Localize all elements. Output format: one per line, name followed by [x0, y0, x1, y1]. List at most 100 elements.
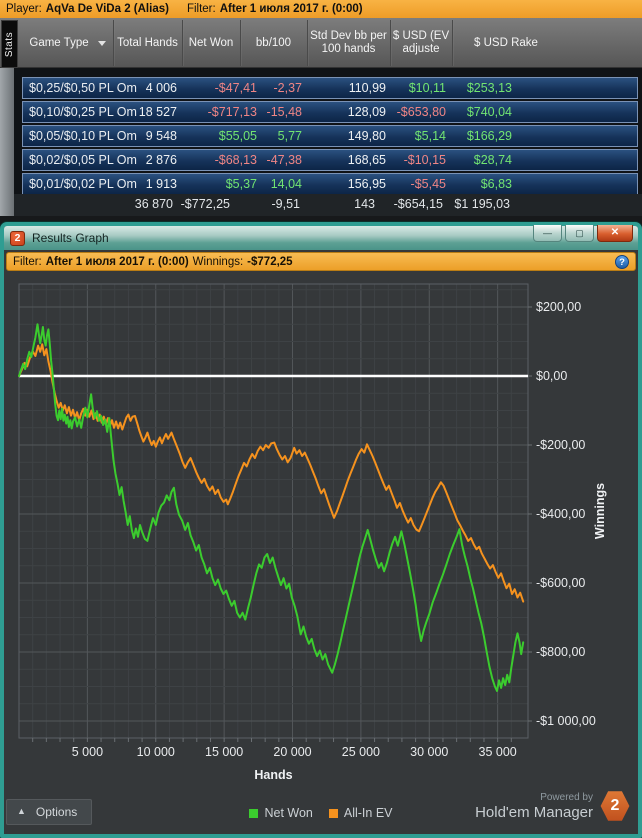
- stat-cell: 4 006: [145, 81, 177, 95]
- game-type-cell: $0,10/$0,25 PL Om: [29, 105, 137, 119]
- graph-filter-label: Filter:: [13, 255, 42, 268]
- stat-cell: -15,48: [266, 105, 302, 119]
- column-header-usd-ev[interactable]: $ USD (EV adjuste: [392, 30, 450, 55]
- y-axis-title: Winnings: [593, 483, 607, 539]
- y-tick-label: $200,00: [536, 300, 581, 314]
- table-row[interactable]: $0,10/$0,25 PL Om 18 527 -$717,13 -15,48 128…: [22, 101, 638, 123]
- tab-stats[interactable]: Stats: [1, 20, 18, 68]
- help-icon[interactable]: ?: [615, 255, 629, 269]
- y-tick-label: -$800,00: [536, 645, 585, 659]
- y-tick-label: -$200,00: [536, 438, 585, 452]
- stat-cell: -2,37: [273, 81, 303, 95]
- stat-cell: 128,09: [347, 105, 386, 119]
- close-button[interactable]: ✕: [597, 225, 633, 242]
- window-titlebar[interactable]: 2 Results Graph — ▢ ✕: [4, 225, 638, 250]
- x-tick-label: 10 000: [137, 745, 175, 759]
- column-header-game-type[interactable]: Game Type: [22, 18, 113, 68]
- table-row[interactable]: $0,02/$0,05 PL Om 2 876 -$68,13 -47,38 168,6…: [22, 149, 638, 171]
- stat-cell: -47,38: [266, 153, 302, 167]
- results-chart: 5 000 10 000 15 000 20 000 25 000 30 000 35 00…: [18, 283, 607, 782]
- player-name: AqVa De ViDa 2 (Alias): [45, 3, 169, 15]
- chart-grid: [19, 284, 528, 738]
- stat-cell: 5,77: [277, 129, 302, 143]
- stat-cell: $5,14: [414, 129, 446, 143]
- table-row[interactable]: $0,01/$0,02 PL Om 1 913 $5,37 14,04 156,95 -$…: [22, 173, 638, 195]
- table-row[interactable]: $0,05/$0,10 PL Om 9 548 $55,05 5,77 149,80 $5…: [22, 125, 638, 147]
- stat-cell: $740,04: [466, 105, 512, 119]
- total-cell: -$772,25: [180, 197, 230, 211]
- chart-legend: Net Won All-In EV: [4, 806, 638, 820]
- column-header-bb100[interactable]: bb/100: [255, 36, 292, 49]
- legend-item: Net Won: [249, 806, 313, 820]
- window-title: Results Graph: [32, 231, 109, 245]
- powered-by-text: Powered by: [540, 791, 593, 803]
- column-header-net-won[interactable]: Net Won: [188, 36, 234, 49]
- stat-cell: $166,29: [466, 129, 512, 143]
- y-tick-label: -$400,00: [536, 507, 585, 521]
- filter-label: Filter:: [186, 3, 216, 15]
- y-tick-label: $0,00: [536, 369, 567, 383]
- y-tick-label: -$600,00: [536, 576, 585, 590]
- options-button[interactable]: ▲ Options: [6, 799, 92, 825]
- holdem-manager-text: Hold'em Manager: [475, 803, 593, 821]
- x-axis-title: Hands: [254, 768, 292, 782]
- stat-cell: -$653,80: [396, 105, 446, 119]
- table-row[interactable]: $0,25/$0,50 PL Om 4 006 -$47,41 -2,37 110,99…: [22, 77, 638, 99]
- graph-filter-bar: Filter: After 1 июля 2017 г. (0:00) Winn…: [6, 252, 636, 271]
- game-type-cell: $0,25/$0,50 PL Om: [29, 81, 137, 95]
- series-net-won: [18, 323, 525, 692]
- x-tick-label: 25 000: [342, 745, 380, 759]
- stat-cell: $253,13: [466, 81, 512, 95]
- legend-label: Net Won: [264, 806, 313, 820]
- stat-cell: -$68,13: [214, 153, 257, 167]
- series-all-in-ev: [18, 343, 525, 603]
- stat-cell: $10,11: [408, 81, 446, 95]
- stat-cell: $6,83: [480, 177, 512, 191]
- stat-cell: 1 913: [145, 177, 177, 191]
- column-header-usd-rake[interactable]: $ USD Rake: [474, 36, 538, 49]
- player-filter-bar: Player: AqVa De ViDa 2 (Alias) Filter: A…: [0, 0, 642, 18]
- x-tick-label: 20 000: [273, 745, 311, 759]
- game-type-cell: $0,05/$0,10 PL Om: [29, 129, 137, 143]
- total-cell: 143: [354, 197, 375, 211]
- column-header-stddev[interactable]: Std Dev bb per 100 hands: [310, 30, 387, 55]
- minimize-button[interactable]: —: [533, 225, 562, 242]
- stat-cell: 18 527: [138, 105, 177, 119]
- stats-table-body: $0,25/$0,50 PL Om 4 006 -$47,41 -2,37 110,99…: [14, 68, 642, 195]
- stat-cell: 2 876: [145, 153, 177, 167]
- legend-swatch-icon: [249, 808, 259, 818]
- player-label: Player:: [6, 3, 42, 15]
- winnings-value: -$772,25: [247, 255, 293, 268]
- stat-cell: 110,99: [348, 81, 386, 95]
- hm2-logo-icon: 2: [600, 791, 630, 821]
- x-tick-label: 30 000: [410, 745, 448, 759]
- stat-cell: -$10,15: [403, 153, 446, 167]
- stat-cell: 9 548: [145, 129, 177, 143]
- stat-cell: 14,04: [270, 177, 302, 191]
- stat-cell: $28,74: [473, 153, 512, 167]
- chevron-up-icon: ▲: [17, 806, 26, 816]
- y-axis: $200,00 $0,00 -$200,00 -$400,00 -$600,00 -$80…: [528, 300, 607, 728]
- hm2-app-icon: 2: [10, 230, 25, 246]
- legend-item: All-In EV: [328, 806, 393, 820]
- maximize-button[interactable]: ▢: [565, 225, 594, 242]
- plot-border: [18, 283, 529, 739]
- stat-cell: 149,80: [347, 129, 386, 143]
- total-cell: $1 195,03: [454, 197, 510, 211]
- graph-filter-value: After 1 июля 2017 г. (0:00): [45, 255, 189, 268]
- stat-cell: -$5,45: [410, 177, 446, 191]
- results-graph-window: 2 Results Graph — ▢ ✕ Filter: After 1 ию…: [0, 222, 642, 838]
- legend-label: All-In EV: [343, 806, 393, 820]
- stat-cell: -$47,41: [214, 81, 257, 95]
- x-tick-label: 15 000: [205, 745, 243, 759]
- chevron-down-icon[interactable]: [97, 40, 106, 46]
- x-axis: 5 000 10 000 15 000 20 000 25 000 30 000 35 00…: [32, 738, 517, 782]
- legend-swatch-icon: [328, 808, 338, 818]
- game-type-cell: $0,01/$0,02 PL Om: [29, 177, 137, 191]
- column-header-total-hands[interactable]: Total Hands: [117, 36, 178, 49]
- table-left-gutter: [0, 68, 14, 216]
- x-tick-label: 35 000: [479, 745, 517, 759]
- stats-table-header: Stats Game Type Total Hands Net Won bb/1…: [0, 18, 642, 68]
- filter-value: After 1 июля 2017 г. (0:00): [219, 3, 363, 15]
- stat-cell: 156,95: [347, 177, 386, 191]
